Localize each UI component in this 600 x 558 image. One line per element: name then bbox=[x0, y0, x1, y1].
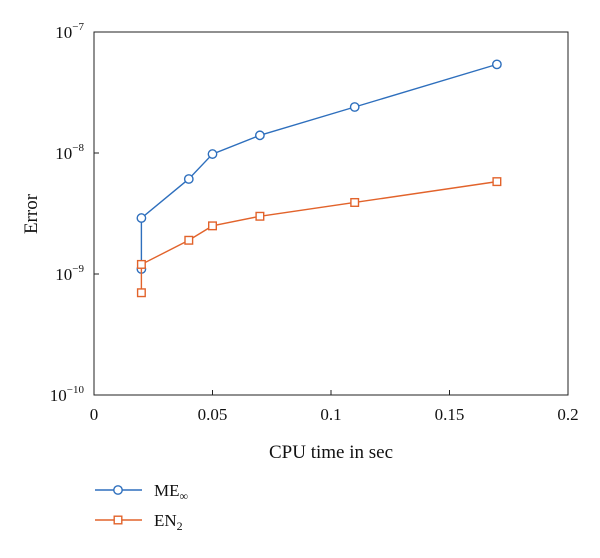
x-axis-label: CPU time in sec bbox=[269, 442, 393, 463]
series-me-point bbox=[207, 149, 218, 159]
y-tick-label: 10−7 bbox=[55, 21, 84, 42]
legend-entry-me-label: ME∞ bbox=[154, 481, 188, 503]
y-tick-label: 10−9 bbox=[55, 263, 84, 284]
x-axis-ticks: 0 0.05 0.1 0.15 0.2 bbox=[90, 390, 579, 424]
y-tick-label: 10−8 bbox=[55, 142, 84, 163]
x-tick-label: 0 bbox=[90, 405, 99, 424]
series-en-point bbox=[350, 197, 360, 207]
series-en-point bbox=[184, 235, 194, 245]
legend-entry-en: EN2 bbox=[95, 511, 183, 533]
series-me-point bbox=[183, 174, 194, 184]
series-me-point bbox=[136, 213, 147, 223]
legend-entry-en-marker bbox=[113, 515, 123, 525]
series-me-point bbox=[349, 102, 360, 112]
y-axis-label: Error bbox=[21, 193, 42, 234]
y-axis-ticks: 10−10 10−9 10−8 10−7 bbox=[50, 21, 99, 405]
series-en-point bbox=[136, 259, 146, 269]
plot-area-frame bbox=[93, 31, 569, 396]
x-tick-label: 0.05 bbox=[198, 405, 228, 424]
series-en-point bbox=[492, 177, 502, 187]
legend: ME∞ EN2 bbox=[95, 481, 188, 533]
series-en-point bbox=[207, 221, 217, 231]
x-tick-label: 0.15 bbox=[435, 405, 465, 424]
legend-entry-en-label: EN2 bbox=[154, 511, 183, 533]
series-en-line bbox=[140, 180, 498, 293]
legend-entry-me-marker bbox=[113, 485, 123, 495]
series-en-point bbox=[136, 288, 146, 298]
series-me-point bbox=[491, 59, 502, 70]
series-layer bbox=[136, 59, 502, 298]
series-me-point bbox=[254, 130, 265, 141]
series-en-point bbox=[255, 211, 265, 221]
x-tick-label: 0.1 bbox=[320, 405, 341, 424]
x-tick-label: 0.2 bbox=[557, 405, 578, 424]
y-tick-label: 10−10 bbox=[50, 384, 85, 405]
legend-entry-me: ME∞ bbox=[95, 481, 188, 503]
series-me-line bbox=[140, 63, 498, 269]
